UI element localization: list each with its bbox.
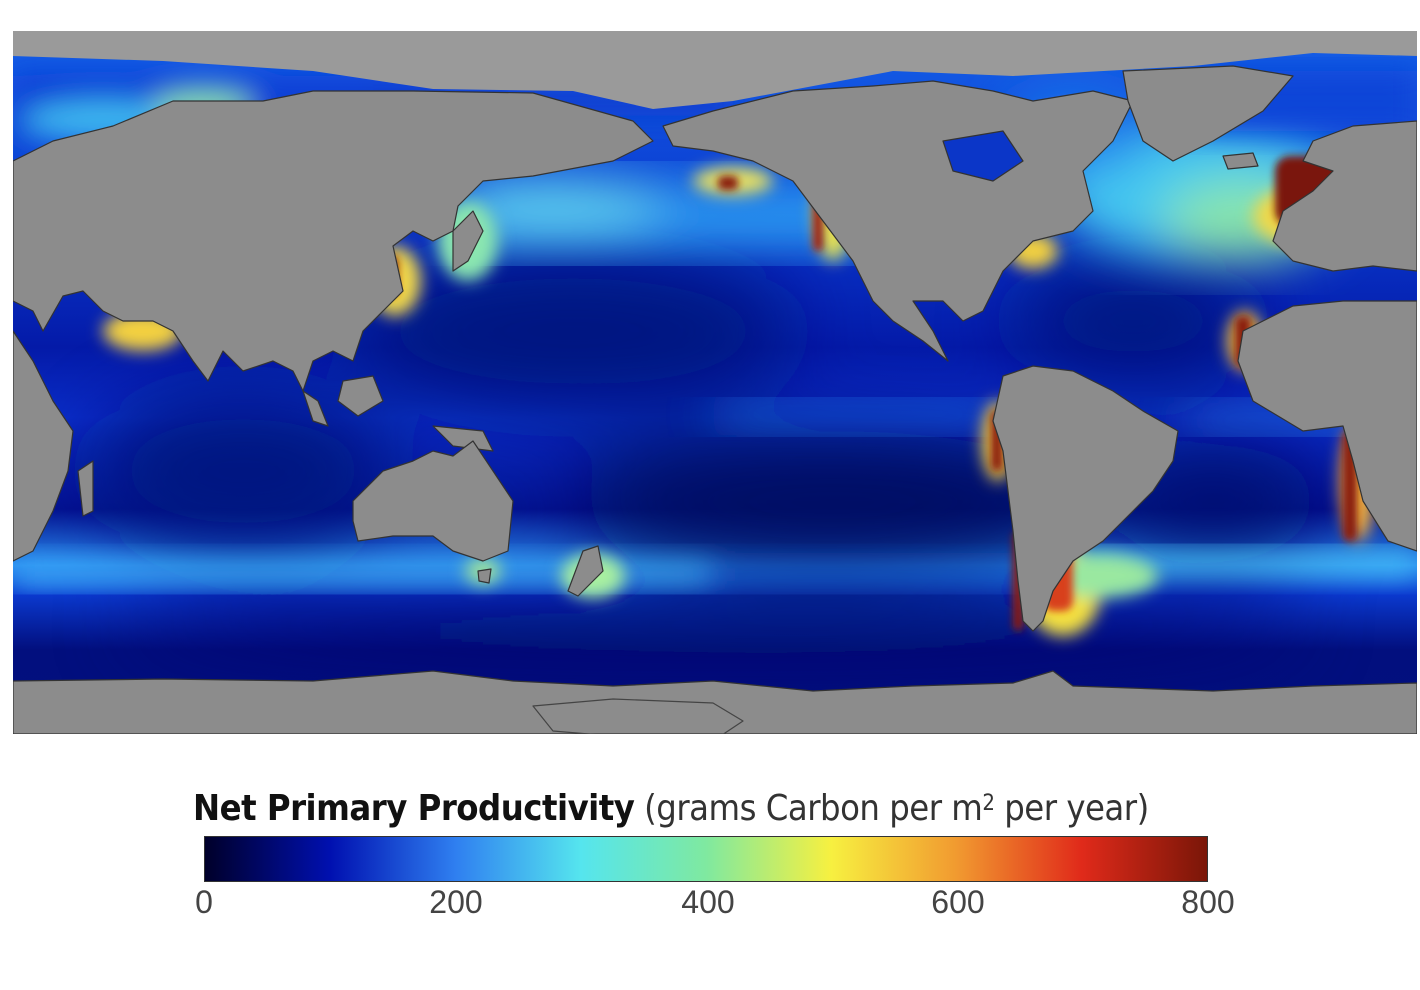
colorbar-tick-800: 800 bbox=[1181, 884, 1235, 920]
legend-unit-suffix: per year) bbox=[994, 788, 1149, 829]
legend-unit-sup: 2 bbox=[982, 791, 995, 816]
productivity-layer bbox=[13, 71, 1417, 661]
colorbar bbox=[204, 836, 1208, 882]
colorbar-tick-600: 600 bbox=[931, 884, 985, 920]
npp-world-map bbox=[13, 31, 1417, 734]
colorbar-tick-400: 400 bbox=[681, 884, 735, 920]
legend-title: Net Primary Productivity (grams Carbon p… bbox=[193, 782, 1233, 831]
legend-unit-prefix: (grams Carbon per m bbox=[644, 788, 983, 829]
land-layer bbox=[13, 31, 1417, 734]
legend-title-bold: Net Primary Productivity bbox=[193, 788, 635, 829]
legend-title-unit: (grams Carbon per m2 per year) bbox=[644, 788, 1149, 829]
colorbar-tick-200: 200 bbox=[429, 884, 483, 920]
colorbar-tick-0: 0 bbox=[195, 884, 213, 920]
